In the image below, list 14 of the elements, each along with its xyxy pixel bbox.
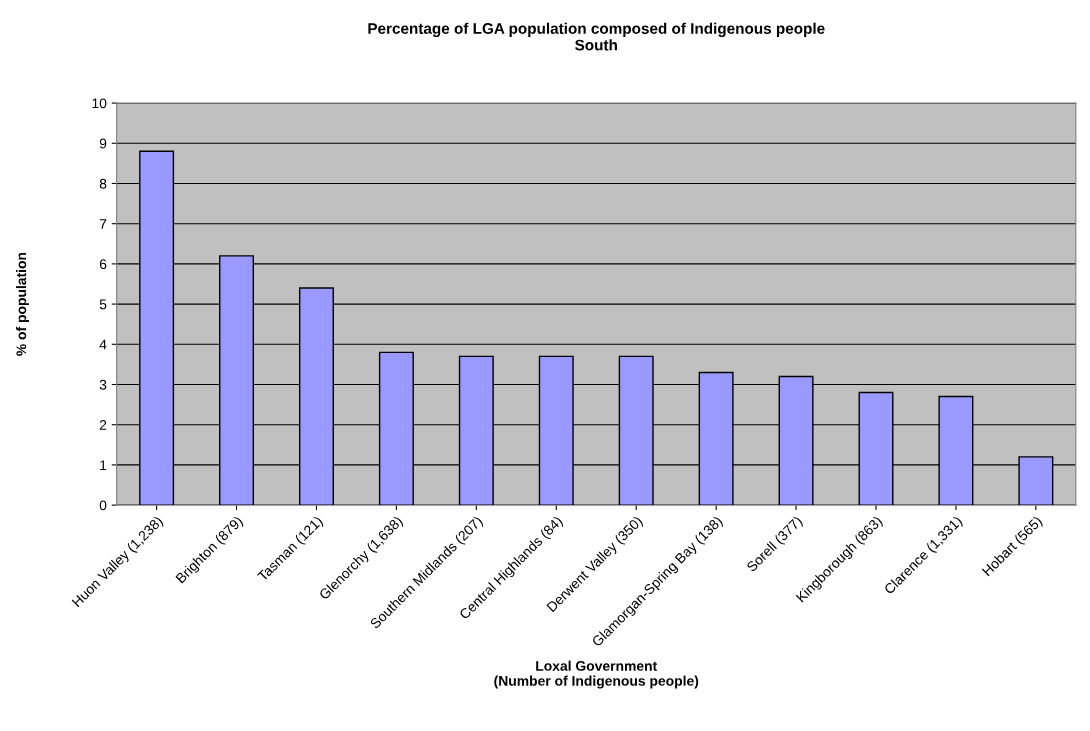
- x-axis-title: Loxal Government (Number of Indigenous people): [494, 660, 699, 689]
- y-tick-label: 2: [99, 420, 107, 430]
- y-tick-label: 7: [99, 219, 107, 229]
- y-tick-label: 8: [99, 178, 107, 189]
- y-tick-label: 3: [99, 379, 107, 390]
- y-axis-title: % of population: [16, 252, 29, 356]
- y-tick-label: 10: [92, 98, 107, 109]
- y-tick-label: 0: [99, 500, 107, 511]
- chart-title: Percentage of LGA population composed of Indigenous people South: [368, 22, 825, 51]
- y-tick-label: 5: [99, 299, 107, 310]
- y-tick-label: 6: [99, 259, 107, 270]
- y-tick-label: 4: [99, 339, 107, 350]
- y-tick-label: 1: [100, 460, 107, 470]
- y-tick-label: 9: [99, 138, 107, 149]
